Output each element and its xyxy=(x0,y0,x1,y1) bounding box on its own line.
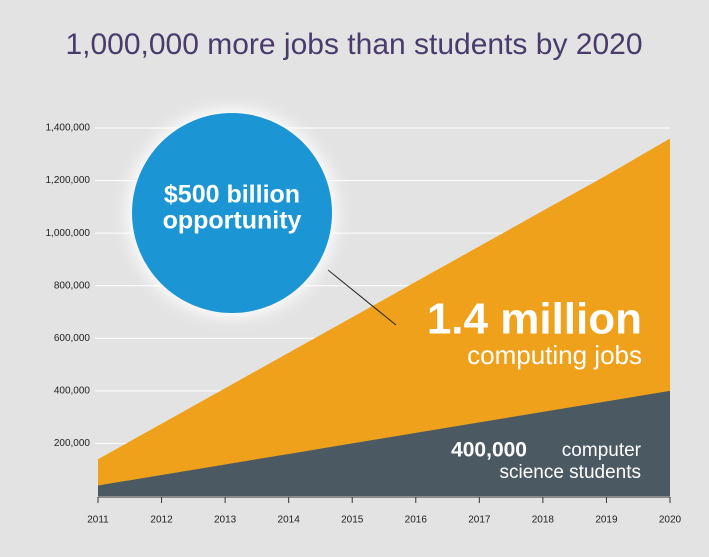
y-tick-label: 200,000 xyxy=(54,438,91,449)
x-tick-label: 2016 xyxy=(405,515,428,526)
x-tick-label: 2019 xyxy=(595,515,618,526)
y-tick-label: 600,000 xyxy=(54,333,91,344)
y-tick-label: 800,000 xyxy=(54,280,91,291)
x-tick-label: 2015 xyxy=(341,515,364,526)
area xyxy=(98,390,670,496)
jobs-label: 1.4 million xyxy=(427,295,642,344)
area xyxy=(98,138,670,496)
x-tick-label: 2012 xyxy=(150,515,173,526)
circle-label: $500 billion xyxy=(164,181,300,209)
x-tick-label: 2014 xyxy=(278,515,301,526)
students-label: science students xyxy=(499,462,641,483)
y-tick-label: 1,400,000 xyxy=(46,123,91,134)
pointer-line xyxy=(327,269,397,326)
x-tick-label: 2011 xyxy=(87,515,109,526)
x-tick-label: 2018 xyxy=(532,515,555,526)
x-tick-label: 2017 xyxy=(468,515,491,526)
x-tick-label: 2020 xyxy=(659,515,682,526)
x-tick-label: 2013 xyxy=(214,515,237,526)
chart-title: 1,000,000 more jobs than students by 202… xyxy=(65,28,642,61)
circle-label: opportunity xyxy=(163,207,302,235)
opportunity-circle xyxy=(132,113,332,313)
jobs-label: computing jobs xyxy=(467,340,642,370)
y-tick-label: 400,000 xyxy=(54,385,91,396)
y-tick-label: 1,000,000 xyxy=(46,228,91,239)
students-label: 400,000 xyxy=(451,439,527,462)
y-tick-label: 1,200,000 xyxy=(46,175,91,186)
students-label: computer xyxy=(562,440,642,461)
